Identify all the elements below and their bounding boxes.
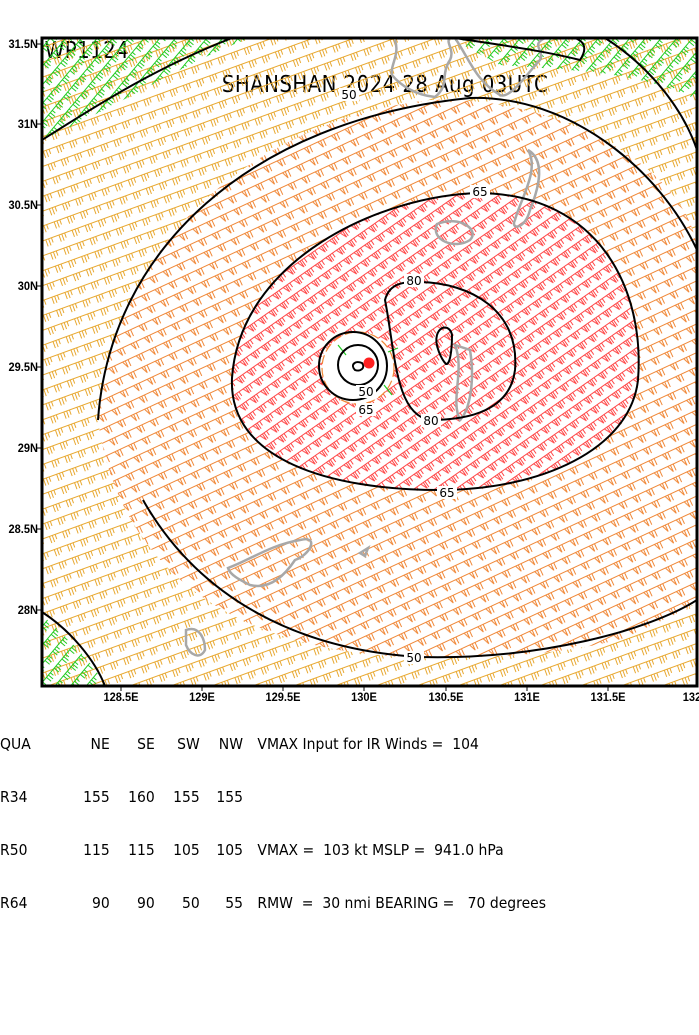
contour-65kt-outer — [230, 191, 640, 492]
wind-contours — [42, 38, 697, 686]
col-sw: SW — [177, 735, 200, 754]
y-tick-label: 31.5N — [8, 37, 39, 51]
x-tick-label: 128.5E — [103, 690, 139, 704]
contour-labels: 50 65 80 50 65 80 65 50 — [339, 88, 490, 665]
contour-80kt-inner — [435, 326, 454, 365]
contour-65kt-eye — [318, 331, 388, 401]
cell-se: 160 — [128, 787, 155, 806]
cell-ne: 155 — [83, 787, 110, 806]
x-tick-label: 131E — [514, 690, 540, 704]
col-nw: NW — [218, 735, 243, 754]
cell-qua: R50 — [0, 840, 28, 859]
contour-34kt-ne-a — [454, 38, 586, 62]
cell-nw: 55 — [225, 893, 243, 912]
x-tick-label: 129E — [189, 690, 215, 704]
y-tick-label: 30N — [17, 279, 38, 293]
y-tick-label: 29.5N — [8, 360, 39, 374]
x-tick-label: 132 — [682, 690, 699, 704]
contour-34kt-ne-b — [604, 38, 697, 151]
plot-frame — [40, 36, 699, 688]
cell-ne: 90 — [92, 893, 110, 912]
vmax-mslp-note: VMAX = 103 kt MSLP = 941.0 hPa — [257, 840, 504, 859]
cell-sw: 105 — [173, 840, 200, 859]
y-tick-label: 29N — [17, 441, 38, 455]
cell-se: 90 — [137, 893, 155, 912]
col-qua: QUA — [0, 735, 31, 754]
table-row: R50 115 115 105 105 VMAX = 103 kt MSLP =… — [0, 840, 629, 860]
table-row: R64 90 90 50 55 RMW = 30 nmi BEARING = 7… — [0, 893, 629, 913]
coastlines — [184, 38, 546, 657]
wind-barb-field: 50 65 80 50 65 80 65 50 — [42, 38, 697, 686]
contour-label: 65 — [439, 486, 454, 500]
wind-radii-table: QUA NE SE SW NW VMAX Input for IR Winds … — [0, 701, 629, 930]
y-tick-label: 28N — [17, 603, 38, 617]
contour-label: 80 — [406, 274, 421, 288]
contour-34kt-eye — [352, 361, 365, 372]
axis-ticks — [37, 43, 609, 691]
cell-nw: 155 — [216, 787, 243, 806]
cell-ne: 115 — [83, 840, 110, 859]
x-tick-label: 129.5E — [265, 690, 301, 704]
y-tick-label: 30.5N — [8, 198, 39, 212]
cell-sw: 50 — [182, 893, 200, 912]
contour-label: 50 — [406, 651, 421, 665]
contour-34kt-sw — [42, 611, 106, 686]
col-se: SE — [137, 735, 155, 754]
x-tick-label: 131.5E — [590, 690, 626, 704]
contour-34kt-nw — [42, 38, 233, 141]
contour-label: 65 — [472, 185, 487, 199]
barbs-lt34-nw — [42, 38, 250, 140]
cell-qua: R64 — [0, 893, 28, 912]
y-tick-label: 28.5N — [8, 522, 39, 536]
vmax-input-note: VMAX Input for IR Winds = 104 — [257, 735, 479, 754]
cell-nw: 105 — [216, 840, 243, 859]
contour-label: 80 — [423, 414, 438, 428]
barbs-lt34-sw — [42, 615, 105, 686]
col-ne: NE — [90, 735, 110, 754]
contour-label: 65 — [358, 403, 373, 417]
contour-label: 50 — [341, 88, 356, 102]
table-header-row: QUA NE SE SW NW VMAX Input for IR Winds … — [0, 736, 629, 754]
barbs-lt34-ne — [450, 38, 697, 100]
cell-sw: 155 — [173, 787, 200, 806]
table-row: R34 155 160 155 155 — [0, 787, 629, 807]
barbs-64kt-plus — [231, 193, 639, 490]
rmw-bearing-note: RMW = 30 nmi BEARING = 70 degrees — [257, 893, 547, 912]
contour-label: 50 — [358, 385, 373, 399]
contour-50kt-outer — [97, 96, 697, 421]
wind-field-plot: 50 65 80 50 65 80 65 50 — [37, 36, 699, 691]
storm-center-marker — [363, 357, 375, 369]
cell-qua: R34 — [0, 787, 28, 806]
y-tick-label: 31N — [17, 117, 38, 131]
x-tick-label: 130.5E — [428, 690, 464, 704]
cell-se: 115 — [128, 840, 155, 859]
x-tick-label: 130E — [351, 690, 377, 704]
